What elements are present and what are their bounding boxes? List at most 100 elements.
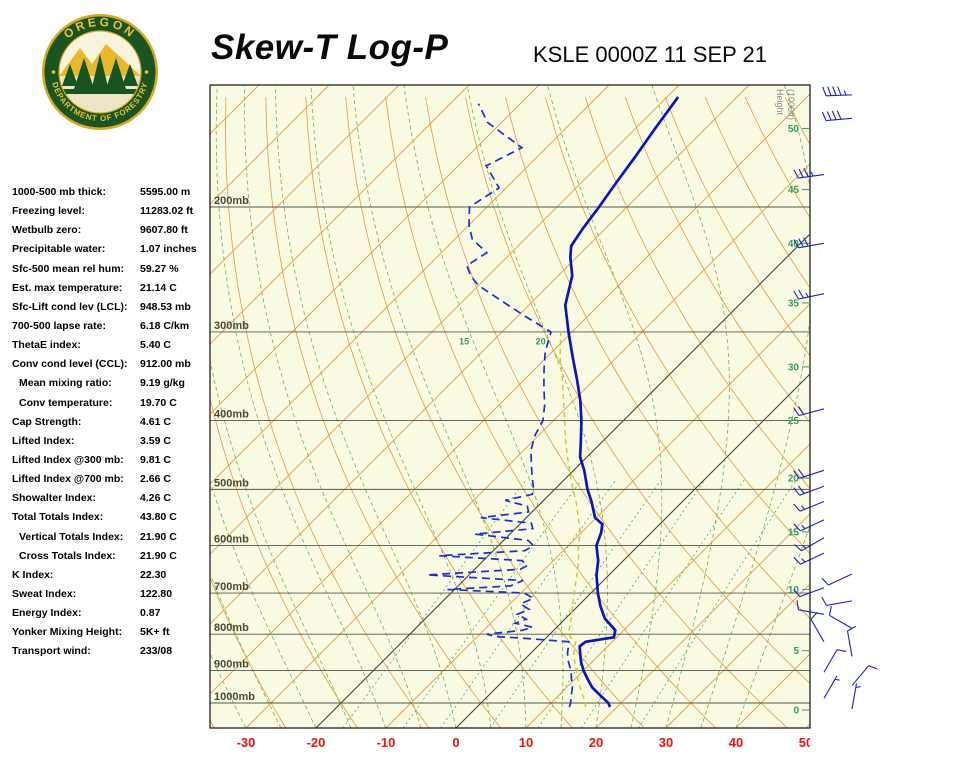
page-title: Skew-T Log-P bbox=[211, 28, 449, 67]
temp-axis-label: -20 bbox=[307, 735, 326, 750]
stat-label: Energy Index: bbox=[12, 607, 82, 620]
moist-adiabat-label: 15 bbox=[459, 336, 469, 346]
stat-value: 3.59 C bbox=[140, 434, 171, 447]
wind-barb bbox=[828, 605, 853, 629]
wind-barb bbox=[846, 625, 857, 657]
wind-barb bbox=[851, 665, 878, 686]
pressure-label: 1000mb bbox=[214, 691, 255, 703]
isotherm-line bbox=[210, 85, 750, 625]
stat-value: 11283.02 ft bbox=[140, 205, 194, 218]
stat-row: Yonker Mixing Height: 5K+ ft bbox=[12, 623, 214, 642]
logo-star-icon bbox=[51, 70, 56, 74]
logo-tree-icon bbox=[62, 64, 78, 86]
stat-label: Lifted Index @700 mb: bbox=[12, 473, 124, 486]
wind-barb bbox=[823, 649, 847, 673]
height-label: 10 bbox=[788, 585, 800, 596]
stat-row: Total Totals Index: 43.80 C bbox=[12, 508, 214, 527]
pressure-label: 200mb bbox=[214, 195, 249, 207]
wind-barb bbox=[793, 289, 825, 300]
temp-axis-label: 10 bbox=[519, 735, 533, 750]
isotherm-emphasized-line bbox=[455, 373, 810, 728]
stat-row: Conv cond level (CCL): 912.00 mb bbox=[12, 355, 214, 374]
stat-value: 4.61 C bbox=[140, 415, 171, 428]
stat-label: Lifted Index @300 mb: bbox=[12, 453, 124, 466]
moist-adiabat-line bbox=[244, 85, 422, 728]
dry-adiabat-line bbox=[505, 97, 810, 620]
stat-label: Transport wind: bbox=[12, 645, 91, 658]
moist-adiabat-line bbox=[352, 85, 527, 728]
pressure-label: 400mb bbox=[214, 409, 249, 421]
stat-row: Transport wind: 233/08 bbox=[12, 642, 214, 661]
mixing-ratio-line bbox=[402, 479, 582, 728]
stat-value: 2.66 C bbox=[140, 473, 171, 486]
dry-adiabat-line bbox=[210, 576, 287, 728]
stat-label: Sfc-Lift cond lev (LCL): bbox=[12, 300, 128, 313]
logo-tree-icon bbox=[91, 54, 109, 91]
wind-barb bbox=[796, 600, 825, 615]
mixing-ratio-line bbox=[581, 479, 745, 728]
isotherm-line bbox=[210, 85, 540, 415]
temp-axis-label: 0 bbox=[452, 735, 459, 750]
mixing-ratio-line bbox=[638, 479, 797, 728]
temp-axis-label: -30 bbox=[237, 735, 256, 750]
mixing-ratio-line bbox=[537, 479, 706, 728]
stat-value: 912.00 mb bbox=[140, 358, 191, 371]
station-datetime: KSLE 0000Z 11 SEP 21 bbox=[533, 42, 768, 67]
stat-row: K Index: 22.30 bbox=[12, 566, 214, 585]
temp-axis-label: -10 bbox=[377, 735, 396, 750]
stat-row: 700-500 lapse rate: 6.18 C/km bbox=[12, 317, 214, 336]
stat-label: Sfc-500 mean rel hum: bbox=[12, 262, 125, 275]
moist-adiabat-line bbox=[700, 85, 810, 728]
moist-adiabat-label: 20 bbox=[536, 336, 546, 346]
stat-value: 1.07 inches bbox=[140, 243, 197, 256]
isotherm-emphasized-line bbox=[315, 233, 810, 728]
isotherm-line bbox=[805, 723, 810, 728]
stat-value: 21.14 C bbox=[140, 281, 177, 294]
isotherm-line bbox=[210, 85, 470, 345]
stat-label: Vertical Totals Index: bbox=[19, 530, 124, 543]
logo-tree-icon bbox=[106, 58, 126, 89]
stat-value: 5.40 C bbox=[140, 339, 171, 352]
pressure-label: 500mb bbox=[214, 477, 249, 489]
stat-value: 0.87 bbox=[140, 607, 161, 620]
indices-panel: 1000-500 mb thick: 5595.00 m Freezing leve… bbox=[12, 183, 214, 662]
wind-barb bbox=[793, 168, 825, 179]
logo-tree-icon bbox=[74, 58, 94, 89]
moist-adiabat-line bbox=[403, 85, 564, 728]
stat-row: ThetaE index: 5.40 C bbox=[12, 336, 214, 355]
wind-barb bbox=[793, 485, 825, 496]
dry-adiabat-line bbox=[465, 97, 810, 685]
stat-row: Energy Index: 0.87 bbox=[12, 604, 214, 623]
stat-row: Wetbulb zero: 9607.80 ft bbox=[12, 221, 214, 240]
stat-row: Lifted Index @700 mb: 2.66 C bbox=[12, 470, 214, 489]
temp-axis-label: 30 bbox=[659, 735, 673, 750]
dry-adiabat-line bbox=[545, 96, 810, 555]
stat-value: 21.90 C bbox=[140, 549, 177, 562]
stat-value: 9607.80 ft bbox=[140, 224, 188, 237]
temperature-trace bbox=[563, 96, 680, 708]
isotherm-line bbox=[210, 85, 400, 275]
stat-label: 1000-500 mb thick: bbox=[12, 186, 106, 198]
stat-label: Freezing level: bbox=[12, 205, 85, 218]
wind-barb bbox=[793, 500, 825, 512]
logo-inner-border bbox=[58, 30, 142, 114]
stat-row: Cross Totals Index: 21.90 C bbox=[12, 547, 214, 566]
dry-adiabat-line bbox=[425, 97, 788, 728]
stat-row: Sfc-500 mean rel hum: 59.27 % bbox=[12, 260, 214, 279]
stat-value: 6.18 C/km bbox=[140, 319, 190, 332]
stat-label: Total Totals Index: bbox=[12, 511, 104, 524]
height-label: 45 bbox=[788, 185, 800, 196]
pressure-label: 900mb bbox=[214, 659, 249, 671]
stat-row: Lifted Index @300 mb: 9.81 C bbox=[12, 451, 214, 470]
stat-value: 233/08 bbox=[140, 645, 173, 658]
isotherm-line bbox=[245, 163, 810, 728]
height-label: 30 bbox=[788, 362, 800, 373]
stat-label: Wetbulb zero: bbox=[12, 224, 82, 237]
dry-adiabat-line bbox=[664, 96, 810, 357]
wind-barb bbox=[793, 406, 825, 417]
height-axis-title: (1000ft) bbox=[786, 89, 796, 120]
stat-row: Showalter Index: 4.26 C bbox=[12, 489, 214, 508]
dry-adiabat-line bbox=[624, 96, 810, 424]
